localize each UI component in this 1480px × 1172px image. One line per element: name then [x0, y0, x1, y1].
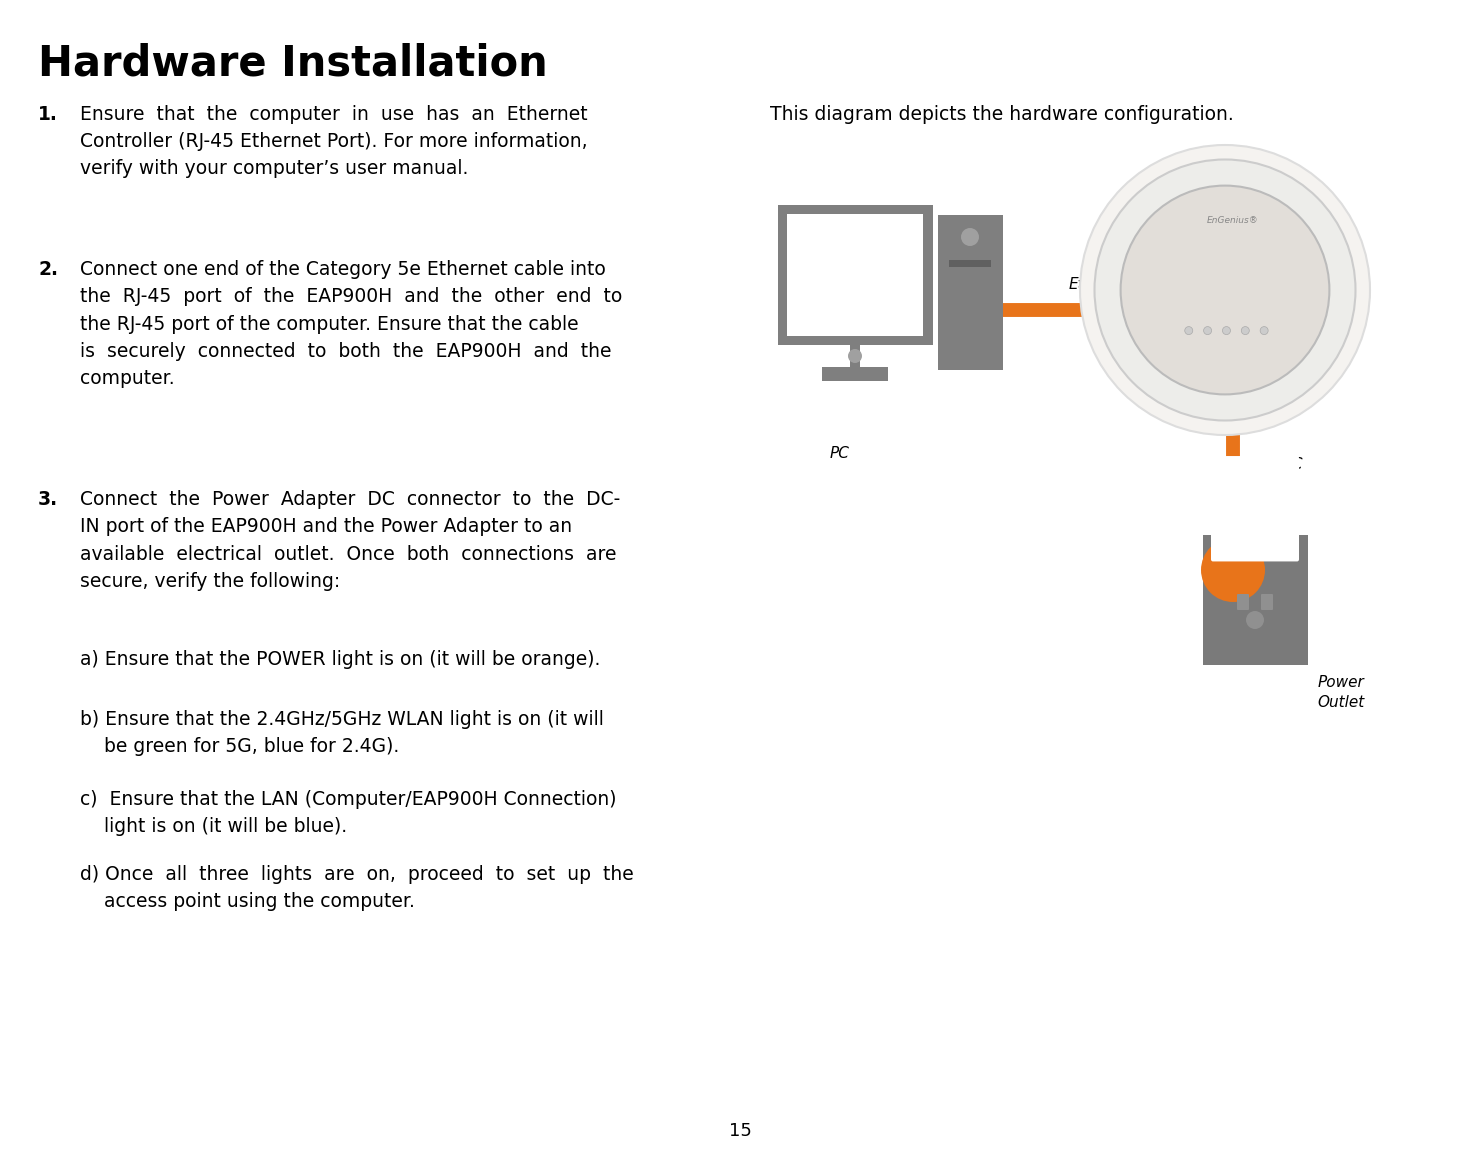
Circle shape: [1203, 327, 1212, 334]
Text: AC/DC
Cable: AC/DC Cable: [1255, 457, 1304, 492]
Text: b) Ensure that the 2.4GHz/5GHz WLAN light is on (it will
    be green for 5G, bl: b) Ensure that the 2.4GHz/5GHz WLAN ligh…: [80, 710, 604, 756]
Circle shape: [1259, 327, 1268, 334]
Text: Ethernet: Ethernet: [1069, 277, 1135, 292]
Text: EnGenius®: EnGenius®: [1206, 216, 1258, 225]
FancyBboxPatch shape: [949, 260, 992, 267]
FancyBboxPatch shape: [823, 367, 888, 381]
Text: 1.: 1.: [38, 105, 58, 124]
FancyBboxPatch shape: [1237, 594, 1249, 609]
Circle shape: [961, 229, 978, 246]
FancyBboxPatch shape: [850, 345, 860, 367]
FancyBboxPatch shape: [777, 205, 932, 345]
Text: 2.: 2.: [38, 260, 58, 279]
FancyBboxPatch shape: [787, 214, 924, 335]
FancyBboxPatch shape: [1211, 456, 1299, 561]
Text: Connect one end of the Category 5e Ethernet cable into
the  RJ-45  port  of  the: Connect one end of the Category 5e Ether…: [80, 260, 622, 388]
Text: PC: PC: [830, 447, 850, 461]
Circle shape: [1185, 327, 1193, 334]
FancyBboxPatch shape: [1202, 534, 1307, 665]
FancyBboxPatch shape: [1261, 594, 1273, 609]
FancyBboxPatch shape: [937, 214, 1002, 370]
Circle shape: [1242, 327, 1249, 334]
Text: c)  Ensure that the LAN (Computer/EAP900H Connection)
    light is on (it will b: c) Ensure that the LAN (Computer/EAP900H…: [80, 790, 617, 837]
Circle shape: [1080, 145, 1370, 435]
Text: This diagram depicts the hardware configuration.: This diagram depicts the hardware config…: [770, 105, 1234, 124]
Circle shape: [1095, 159, 1356, 421]
Circle shape: [1120, 185, 1329, 395]
Text: d) Once  all  three  lights  are  on,  proceed  to  set  up  the
    access poin: d) Once all three lights are on, proceed…: [80, 865, 633, 912]
Circle shape: [848, 349, 861, 363]
Text: Ensure  that  the  computer  in  use  has  an  Ethernet
Controller (RJ-45 Ethern: Ensure that the computer in use has an E…: [80, 105, 588, 178]
Text: Power
Outlet: Power Outlet: [1317, 675, 1365, 710]
Text: Connect  the  Power  Adapter  DC  connector  to  the  DC-
IN port of the EAP900H: Connect the Power Adapter DC connector t…: [80, 490, 620, 591]
Circle shape: [1222, 327, 1230, 334]
Text: a) Ensure that the POWER light is on (it will be orange).: a) Ensure that the POWER light is on (it…: [80, 650, 601, 669]
Text: 15: 15: [728, 1122, 752, 1140]
Text: Hardware Installation: Hardware Installation: [38, 42, 548, 84]
Circle shape: [1200, 538, 1265, 602]
Circle shape: [1246, 611, 1264, 629]
Text: 3.: 3.: [38, 490, 58, 509]
